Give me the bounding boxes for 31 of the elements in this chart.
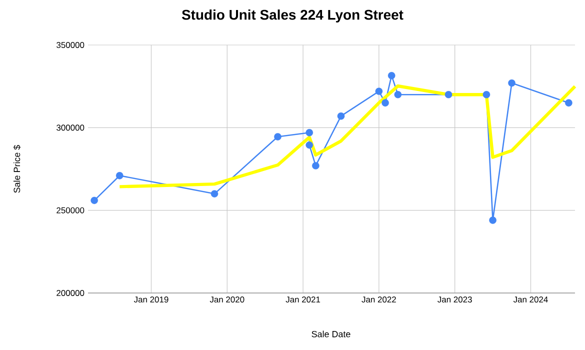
point (90, 196, 98, 204)
chart-title: Studio Unit Sales 224 Lyon Street (182, 9, 404, 22)
point (565, 99, 572, 107)
y-tick-label: 200000 (56, 290, 84, 296)
x-tick-label: Jan 2020 (210, 296, 244, 303)
point (312, 162, 320, 170)
x-tick-label: Jan 2022 (362, 296, 396, 303)
point (306, 128, 314, 136)
point (444, 90, 452, 98)
point (306, 141, 314, 149)
x-tick-label: Jan 2021 (286, 296, 320, 303)
x-axis-title: Sale Date (312, 330, 350, 338)
point (116, 172, 124, 180)
y-tick-label: 350000 (56, 42, 84, 48)
x-tick-label: Jan 2019 (134, 296, 168, 303)
y-tick-label: 300000 (56, 124, 84, 131)
x-tick-label: Jan 2023 (438, 296, 472, 303)
point (508, 79, 516, 87)
point (210, 190, 218, 198)
point (489, 216, 496, 224)
point (337, 112, 345, 120)
point (394, 90, 402, 98)
x-tick-label: Jan 2024 (513, 296, 548, 303)
y-axis-title: Sale Price $ (13, 144, 21, 193)
point (382, 99, 389, 107)
point (482, 90, 490, 98)
point (375, 88, 383, 95)
y-tick-label: 250000 (56, 207, 84, 214)
point (388, 72, 396, 80)
line-series (118, 84, 577, 188)
point (274, 133, 282, 140)
